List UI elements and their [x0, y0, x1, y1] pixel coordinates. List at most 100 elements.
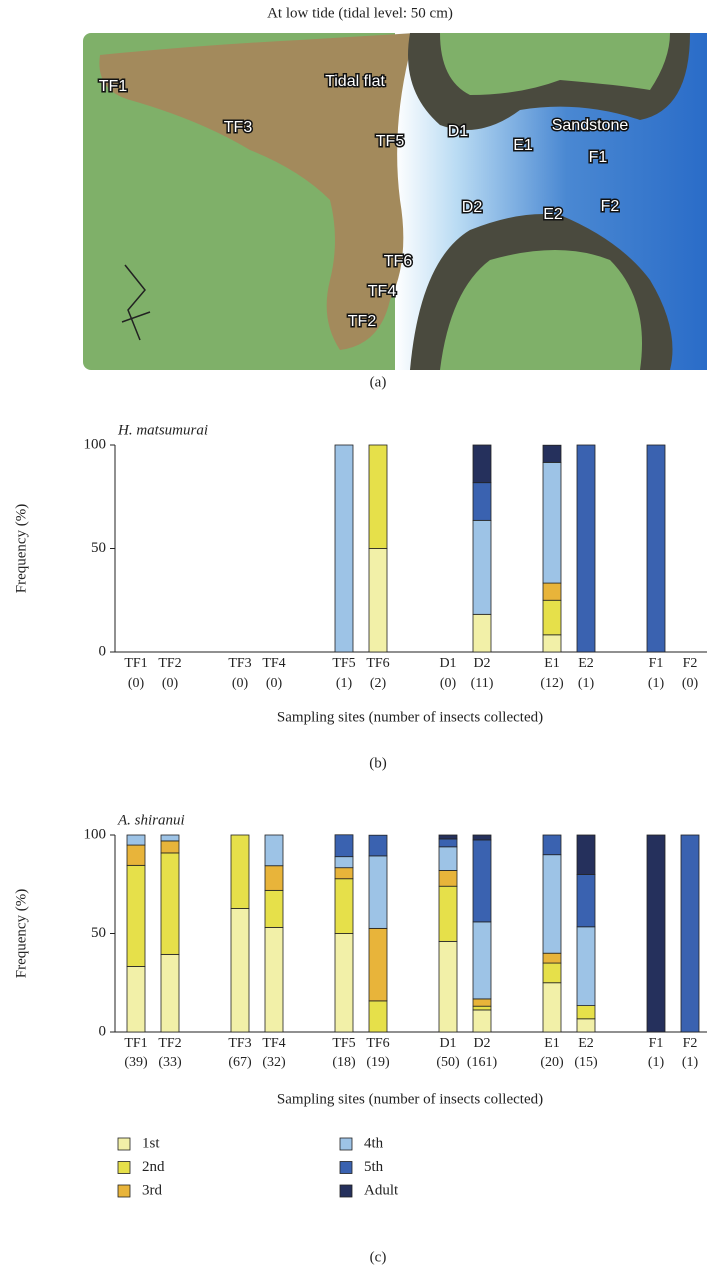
- bar-segment: [473, 835, 491, 840]
- bar-segment: [335, 879, 353, 934]
- legend-label: Adult: [364, 1182, 399, 1198]
- bar-segment: [335, 835, 353, 857]
- bar-segment: [265, 835, 283, 866]
- y-tick-label: 100: [84, 436, 107, 452]
- bar-segment: [231, 835, 249, 908]
- bar-segment: [335, 868, 353, 879]
- bar-segment: [439, 886, 457, 941]
- bar-segment: [439, 835, 457, 839]
- bar-segment: [647, 445, 665, 652]
- bar-segment: [647, 835, 665, 1032]
- chart-title: H. matsumurai: [117, 422, 208, 438]
- map-label: D1: [448, 123, 469, 140]
- legend-label: 1st: [142, 1135, 160, 1151]
- bar-segment: [369, 835, 387, 856]
- x-tick-note: (0): [232, 676, 249, 691]
- x-tick-note: (0): [440, 676, 457, 691]
- bar-segment: [543, 855, 561, 954]
- x-tick-note: (1): [682, 1055, 699, 1070]
- bar-segment: [577, 1006, 595, 1019]
- x-tick-label: TF2: [158, 656, 181, 671]
- x-tick-label: TF6: [366, 1036, 389, 1051]
- x-tick-label: E1: [544, 1036, 560, 1051]
- bar-segment: [369, 856, 387, 928]
- x-tick-note: (1): [648, 676, 665, 691]
- x-tick-note: (2): [370, 676, 387, 691]
- bar-segment: [543, 963, 561, 983]
- map-label: E1: [513, 137, 533, 154]
- legend-swatch: [118, 1138, 130, 1150]
- bar-segment: [577, 445, 595, 652]
- x-tick-note: (1): [336, 676, 353, 691]
- x-tick-note: (18): [332, 1055, 356, 1070]
- bar-segment: [681, 835, 699, 1032]
- bar-segment: [161, 841, 179, 853]
- x-tick-label: TF6: [366, 656, 389, 671]
- x-tick-note: (11): [471, 676, 494, 691]
- bar-segment: [265, 866, 283, 891]
- legend-label: 5th: [364, 1159, 384, 1175]
- x-tick-label: D1: [439, 1036, 456, 1051]
- bar-segment: [543, 583, 561, 600]
- bar-segment: [543, 953, 561, 963]
- bar-segment: [473, 1010, 491, 1032]
- map-label: TF3: [224, 119, 253, 136]
- bar-segment: [265, 890, 283, 927]
- x-tick-note: (67): [228, 1055, 252, 1070]
- map-label: E2: [543, 206, 563, 223]
- x-tick-label: TF3: [228, 1036, 251, 1051]
- x-axis-label: Sampling sites (number of insects collec…: [277, 709, 543, 725]
- bar-segment: [543, 600, 561, 635]
- bar-segment: [439, 847, 457, 871]
- x-tick-note: (15): [574, 1055, 598, 1070]
- legend-swatch: [340, 1162, 352, 1174]
- bar-segment: [127, 966, 145, 1032]
- y-tick-label: 50: [91, 540, 106, 556]
- x-tick-note: (0): [682, 676, 699, 691]
- x-tick-note: (20): [540, 1055, 564, 1070]
- y-axis-label: Frequency (%): [13, 504, 29, 594]
- bar-segment: [543, 445, 561, 462]
- x-tick-note: (161): [467, 1055, 498, 1070]
- y-tick-label: 100: [84, 826, 107, 842]
- x-tick-note: (33): [158, 1055, 182, 1070]
- bar-segment: [439, 839, 457, 847]
- x-tick-note: (0): [266, 676, 283, 691]
- bar-segment: [577, 927, 595, 1006]
- bar-segment: [543, 462, 561, 583]
- bar-segment: [473, 520, 491, 614]
- bar-segment: [127, 845, 145, 865]
- x-tick-note: (39): [124, 1055, 148, 1070]
- x-tick-note: (19): [366, 1055, 390, 1070]
- x-tick-label: D2: [473, 656, 490, 671]
- bar-segment: [161, 954, 179, 1032]
- bar-segment: [543, 635, 561, 652]
- legend-label: 2nd: [142, 1159, 165, 1175]
- x-tick-label: TF3: [228, 656, 251, 671]
- bar-segment: [473, 483, 491, 521]
- x-tick-note: (0): [162, 676, 179, 691]
- x-tick-note: (0): [128, 676, 145, 691]
- map-label: F2: [601, 198, 620, 215]
- x-tick-label: D1: [439, 656, 456, 671]
- y-tick-label: 0: [99, 1023, 107, 1039]
- bar-segment: [543, 835, 561, 855]
- bar-segment: [335, 934, 353, 1033]
- bar-segment: [577, 1019, 595, 1032]
- x-tick-label: TF1: [124, 1036, 147, 1051]
- y-tick-label: 0: [99, 643, 107, 659]
- panel-label: (c): [370, 1249, 387, 1265]
- bar-segment: [473, 1006, 491, 1010]
- bar-segment: [439, 941, 457, 1032]
- x-tick-label: TF4: [262, 656, 285, 671]
- bar-segment: [473, 922, 491, 999]
- map-label: F1: [589, 149, 608, 166]
- bar-segment: [369, 1001, 387, 1032]
- y-tick-label: 50: [91, 925, 106, 941]
- bar-segment: [369, 445, 387, 549]
- bar-segment: [127, 865, 145, 966]
- x-tick-label: E2: [578, 1036, 594, 1051]
- figure: At low tide (tidal level: 50 cm) (a) (b)…: [0, 0, 707, 1288]
- map-label: TF1: [99, 78, 128, 95]
- x-tick-label: TF5: [332, 1036, 355, 1051]
